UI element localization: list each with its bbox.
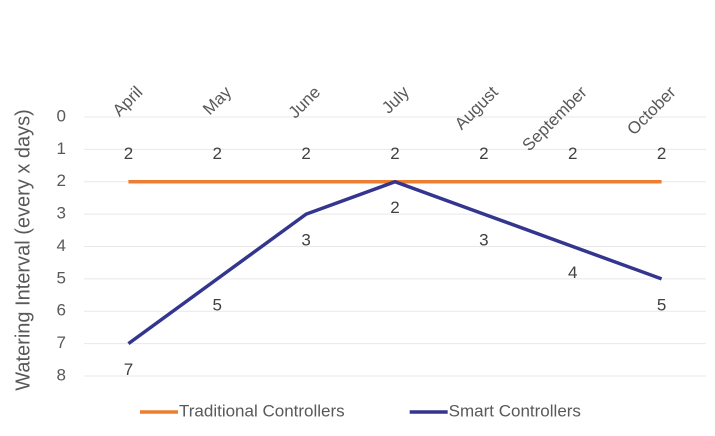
data-label: 2 xyxy=(301,144,310,163)
x-tick-label: April xyxy=(109,83,146,120)
data-label: 3 xyxy=(479,231,488,250)
data-label: 4 xyxy=(568,263,577,282)
y-tick-label: 5 xyxy=(57,268,66,287)
data-label: 2 xyxy=(124,144,133,163)
data-label: 2 xyxy=(213,144,222,163)
y-axis-title: Watering Interval (every x days) xyxy=(12,109,34,391)
x-tick-label: May xyxy=(199,82,235,118)
series-line xyxy=(127,179,663,346)
data-label: 2 xyxy=(390,144,399,163)
y-tick-label: 3 xyxy=(57,204,66,223)
y-tick-label: 4 xyxy=(57,236,66,255)
x-tick-label: October xyxy=(623,82,679,138)
legend-label: Smart Controllers xyxy=(449,401,581,420)
data-label: 7 xyxy=(124,360,133,379)
x-tick-label: September xyxy=(518,82,590,154)
data-label: 2 xyxy=(568,144,577,163)
y-tick-label: 2 xyxy=(57,171,66,190)
x-tick-label: July xyxy=(378,82,413,117)
y-tick-label: 7 xyxy=(57,333,66,352)
data-label: 5 xyxy=(213,295,222,314)
y-tick-label: 1 xyxy=(57,139,66,158)
data-label: 2 xyxy=(657,144,666,163)
y-tick-label: 0 xyxy=(57,106,66,125)
y-tick-label: 6 xyxy=(57,301,66,320)
data-label: 2 xyxy=(390,198,399,217)
x-tick-label: June xyxy=(285,83,325,123)
legend-label: Traditional Controllers xyxy=(179,401,345,420)
x-tick-label: August xyxy=(451,82,502,133)
data-label: 3 xyxy=(301,231,310,250)
data-label: 5 xyxy=(657,295,666,314)
y-tick-label: 8 xyxy=(57,365,66,384)
data-label: 2 xyxy=(479,144,488,163)
